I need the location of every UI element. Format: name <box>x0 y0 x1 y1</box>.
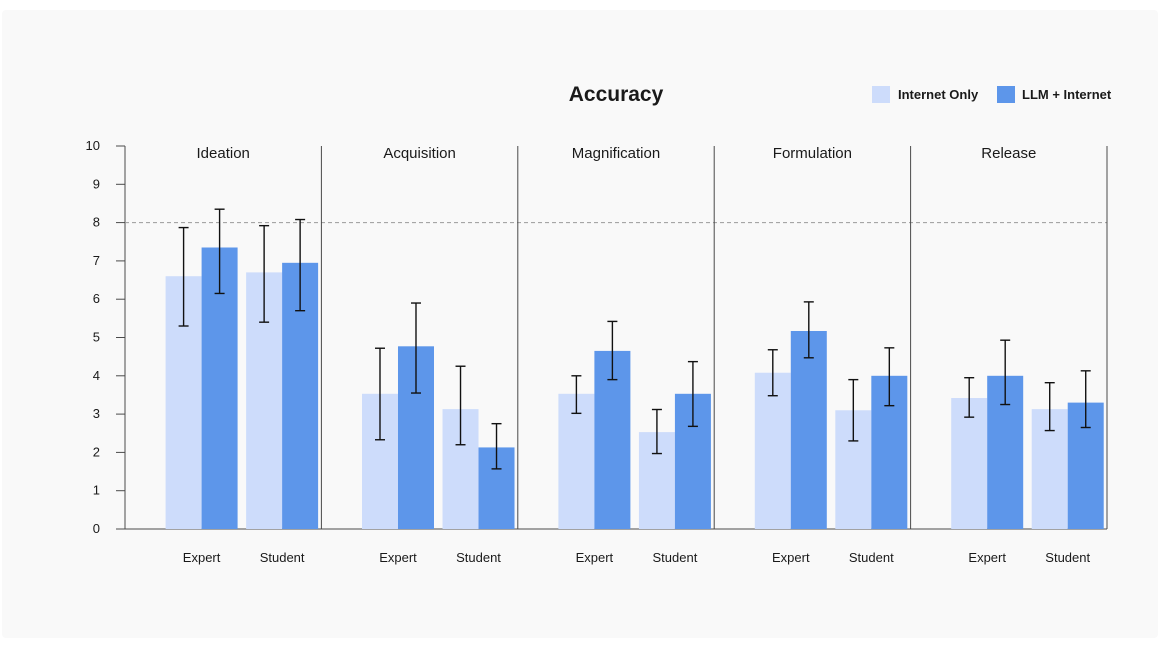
legend: Internet Only LLM + Internet <box>872 86 1112 103</box>
x-tick-label: Expert <box>183 550 221 565</box>
x-tick-label: Student <box>653 550 698 565</box>
labels: Ideation Expert Student Acquisition Expert St… <box>183 145 1091 565</box>
y-tick-label: 9 <box>93 176 100 191</box>
bars <box>165 247 1104 529</box>
y-tick-label: 5 <box>93 330 100 345</box>
y-tick-label: 6 <box>93 291 100 306</box>
panel-title: Formulation <box>773 145 852 162</box>
y-tick-label: 4 <box>93 368 100 383</box>
bar-llm-internet <box>594 350 631 529</box>
panels <box>320 146 1108 529</box>
error-bars <box>178 208 1091 470</box>
chart-title: Accuracy <box>569 83 664 106</box>
panel-title: Ideation <box>197 145 250 162</box>
bar-llm-internet <box>201 247 238 529</box>
y-tick-label: 3 <box>93 406 100 421</box>
bar-internet-only <box>558 393 595 529</box>
x-tick-label: Expert <box>968 550 1006 565</box>
legend-label-llm-internet: LLM + Internet <box>1022 87 1112 102</box>
y-tick-label: 10 <box>86 138 100 153</box>
x-tick-label: Student <box>456 550 501 565</box>
legend-swatch-llm-internet <box>997 86 1015 103</box>
x-tick-label: Expert <box>772 550 810 565</box>
y-tick-label: 7 <box>93 253 100 268</box>
x-tick-label: Student <box>1045 550 1090 565</box>
legend-label-internet-only: Internet Only <box>898 87 979 102</box>
y-tick-label: 8 <box>93 215 100 230</box>
panel-title: Magnification <box>572 145 660 162</box>
x-tick-label: Expert <box>379 550 417 565</box>
x-tick-label: Expert <box>576 550 614 565</box>
x-tick-label: Student <box>849 550 894 565</box>
y-tick-label: 1 <box>93 483 100 498</box>
bar-internet-only <box>754 372 791 529</box>
y-tick-label: 0 <box>93 521 100 536</box>
y-tick-label: 2 <box>93 444 100 459</box>
bar-llm-internet <box>790 330 827 529</box>
x-tick-label: Student <box>260 550 305 565</box>
bar-internet-only <box>951 398 988 529</box>
panel-title: Acquisition <box>383 145 456 162</box>
panel-title: Release <box>981 145 1036 162</box>
legend-swatch-internet-only <box>872 86 890 103</box>
